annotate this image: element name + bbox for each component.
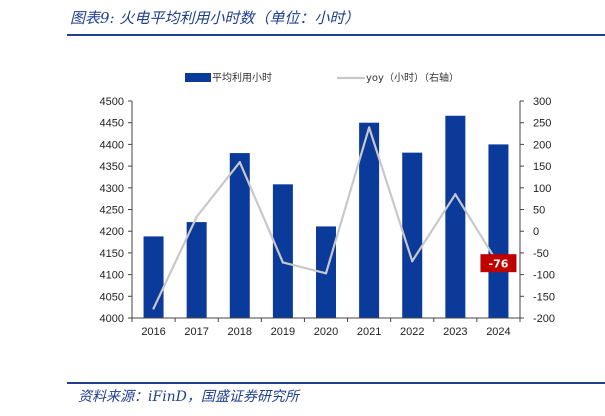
- axes: 4000 4050 4100 4150 4200 4250 4300 4350 4400 4450…: [100, 96, 556, 338]
- x-tick-label: 2017: [184, 326, 208, 338]
- y-right-tick-label: 200: [533, 139, 551, 151]
- legend: 平均利用小时 yoy（小时）（右轴）: [185, 71, 459, 84]
- x-tick-label: 2021: [357, 326, 381, 338]
- bar-2022: [402, 152, 423, 318]
- y-left-tick-label: 4300: [100, 183, 124, 195]
- bar-2019: [272, 184, 293, 318]
- y-right-tick-label: 50: [533, 205, 545, 217]
- yoy-point-2023: [454, 193, 457, 196]
- bar-2016: [143, 236, 164, 318]
- yoy-point-2020: [324, 272, 328, 275]
- y-right-tick-label: 150: [533, 161, 551, 173]
- yoy-point-2022: [411, 259, 414, 263]
- y-left-tick-label: 4250: [100, 205, 124, 217]
- x-tick-label: 2024: [486, 326, 510, 338]
- y-left-tick-label: 4200: [100, 226, 124, 238]
- y-right-tick-label: -200: [533, 313, 555, 325]
- x-tick-label: 2018: [228, 326, 252, 338]
- y-right-tick-label: -100: [533, 270, 555, 282]
- yoy-point-2017: [195, 215, 198, 219]
- y-right-tick-label: 250: [533, 118, 551, 130]
- annotation-badge: [480, 254, 517, 273]
- bars: [143, 115, 509, 318]
- title-divider: [67, 34, 605, 36]
- x-tick-label: 2022: [400, 326, 424, 338]
- y-left-tick-label: 4350: [100, 161, 124, 173]
- x-tick-label: 2020: [314, 326, 338, 338]
- yoy-point-2019: [281, 261, 285, 264]
- source-note: 资料来源：iFinD，国盛证券研究所: [78, 389, 299, 405]
- legend-label-bar: 平均利用小时: [212, 72, 272, 84]
- y-left-tick-label: 4500: [100, 96, 124, 108]
- legend-swatch-bar: [185, 73, 211, 82]
- yoy-point-2016: [152, 307, 155, 310]
- bar-2018: [229, 153, 250, 318]
- y-right-tick-label: 0: [533, 226, 539, 238]
- page-title: 图表9: 火电平均利用小时数（单位：小时）: [70, 9, 360, 27]
- bar-2024: [488, 144, 509, 318]
- legend-label-line: yoy（小时）（右轴）: [366, 71, 459, 84]
- y-right-tick-label: -50: [533, 248, 549, 260]
- annotations: -76: [480, 254, 517, 273]
- bar-2021: [359, 122, 380, 318]
- source-divider: [67, 382, 605, 384]
- x-tick-label: 2023: [443, 326, 467, 338]
- y-left-tick-label: 4150: [100, 248, 124, 260]
- y-left-tick-label: 4450: [100, 118, 124, 130]
- y-right-tick-label: 100: [533, 183, 551, 195]
- annotation-label: -76: [489, 258, 509, 271]
- y-right-tick-label: -150: [533, 291, 555, 303]
- y-left-tick-label: 4400: [100, 139, 124, 151]
- bar-2023: [445, 115, 466, 318]
- y-left-tick-label: 4050: [100, 291, 124, 303]
- x-tick-label: 2019: [271, 326, 295, 338]
- x-tick-label: 2016: [141, 326, 165, 338]
- bar-2017: [186, 222, 207, 318]
- yoy-point-2021: [367, 126, 371, 129]
- y-left-tick-label: 4000: [100, 313, 124, 325]
- y-left-tick-label: 4100: [100, 270, 124, 282]
- yoy-point-2018: [238, 160, 241, 164]
- y-right-tick-label: 300: [533, 96, 551, 108]
